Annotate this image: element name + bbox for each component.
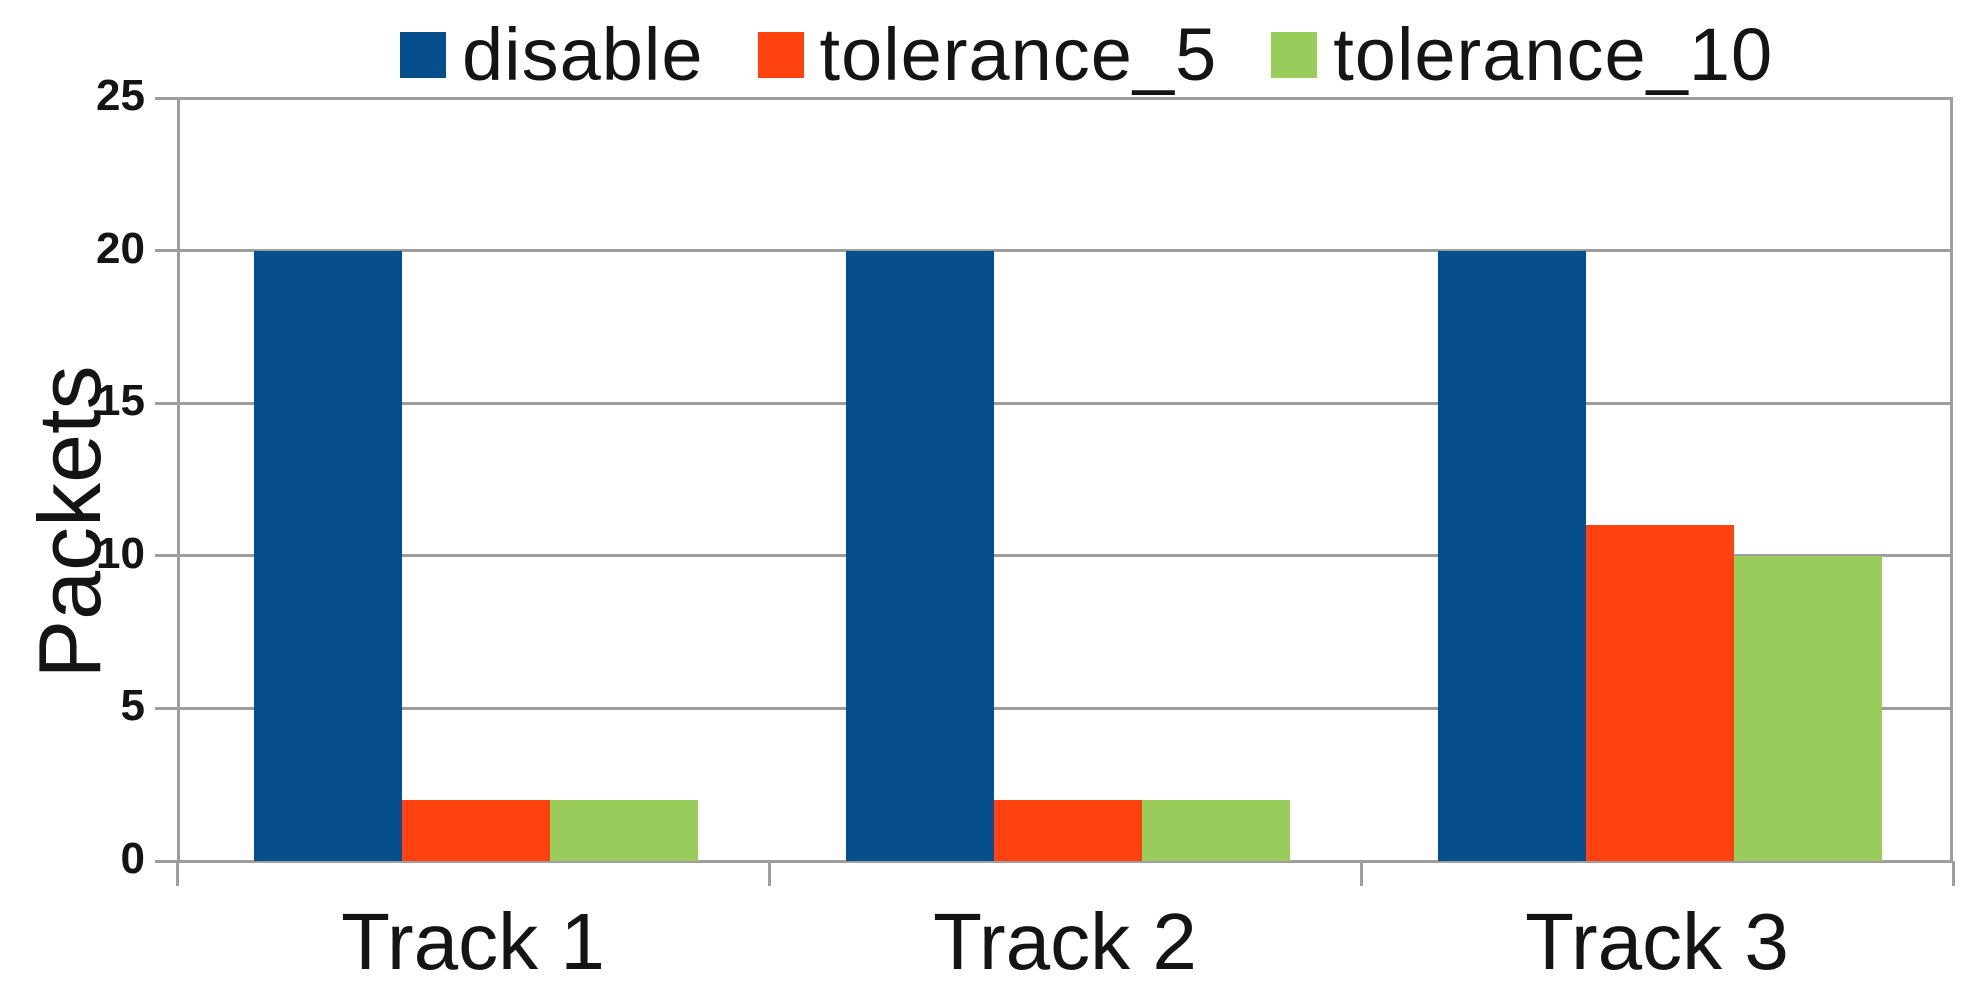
bar-tolerance_10-track-2 [1142, 799, 1290, 861]
bar-tolerance_5-track-1 [402, 799, 550, 861]
y-tick-label-0: 0 [120, 834, 145, 883]
bar-disable-track-1 [254, 250, 402, 861]
y-tick-label-10: 10 [96, 528, 145, 578]
bar-disable-track-2 [846, 250, 994, 861]
x-axis-label-track-3: Track 3 [1525, 897, 1789, 986]
bar-tolerance_10-track-1 [550, 799, 698, 861]
bar-disable-track-3 [1438, 250, 1586, 861]
legend-label: tolerance_10 [1333, 13, 1774, 96]
x-tick-mark-0 [175, 861, 179, 886]
x-tick-mark-3 [1951, 861, 1955, 886]
plot-area [177, 96, 1953, 863]
legend-item-tolerance_5: tolerance_5 [757, 13, 1218, 96]
legend-label: disable [462, 13, 704, 96]
x-tick-mark-1 [767, 861, 771, 886]
gridline-y-5 [177, 706, 1953, 710]
gridline-y-10 [177, 554, 1953, 558]
legend-item-tolerance_10: tolerance_10 [1271, 18, 1773, 92]
y-tick-label-15: 15 [96, 376, 145, 426]
gridline-y-0 [177, 859, 1953, 863]
y-tick-label-25: 25 [96, 71, 145, 120]
bar-tolerance_5-track-3 [1586, 525, 1734, 861]
y-tick-label-5: 5 [120, 681, 145, 731]
x-axis-label-track-2: Track 2 [933, 897, 1197, 986]
legend-item-disable: disable [400, 18, 704, 92]
legend-swatch-tolerance_10 [1271, 32, 1318, 78]
gridline-y-20 [177, 249, 1953, 253]
bar-tolerance_5-track-2 [994, 799, 1142, 861]
gridline-y-15 [177, 401, 1953, 405]
legend-swatch-tolerance_5 [757, 32, 804, 78]
gridline-y-25 [177, 96, 1953, 100]
x-tick-mark-2 [1359, 861, 1363, 886]
legend-swatch-disable [400, 32, 446, 78]
x-axis-label-track-1: Track 1 [341, 897, 605, 986]
legend-label: tolerance_5 [819, 13, 1218, 96]
y-tick-mark-5 [155, 706, 177, 710]
chart-legend: disable tolerance_5 tolerance_10 [400, 18, 1773, 92]
bar-tolerance_10-track-3 [1734, 555, 1882, 861]
y-tick-mark-20 [155, 249, 177, 253]
y-tick-label-20: 20 [96, 223, 145, 273]
y-tick-mark-15 [155, 401, 177, 405]
y-tick-mark-25 [155, 96, 177, 100]
y-tick-mark-10 [155, 554, 177, 558]
y-tick-mark-0 [155, 859, 177, 863]
